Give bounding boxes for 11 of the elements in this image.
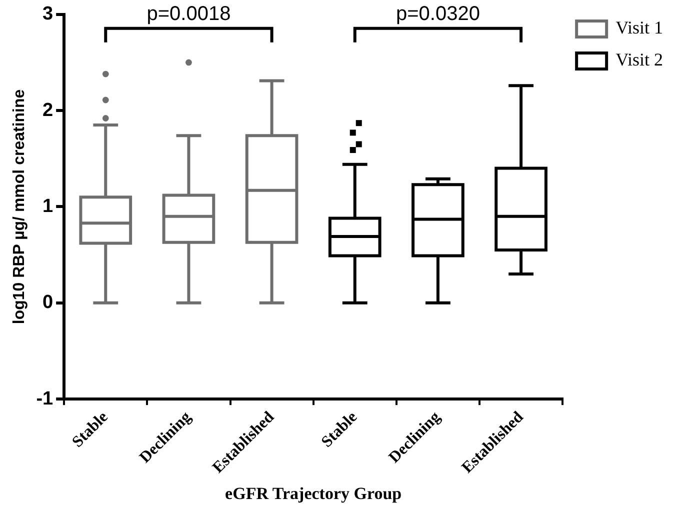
legend-label: Visit 2 xyxy=(616,50,664,70)
annotation: p=0.0320 xyxy=(396,2,480,25)
y-axis-title: log10 RBP µg/ mmol creatinine xyxy=(11,89,28,324)
y-tick-label: 3 xyxy=(42,4,54,25)
annotation: p=0.0018 xyxy=(146,2,231,25)
y-tick-label: 1 xyxy=(42,196,54,217)
y-tick-label: 2 xyxy=(42,100,54,121)
y-tick-label: 0 xyxy=(42,292,54,314)
y-tick-label: -1 xyxy=(36,388,54,410)
legend-label: Visit 1 xyxy=(616,18,664,38)
x-axis-title: eGFR Trajectory Group xyxy=(225,484,402,504)
